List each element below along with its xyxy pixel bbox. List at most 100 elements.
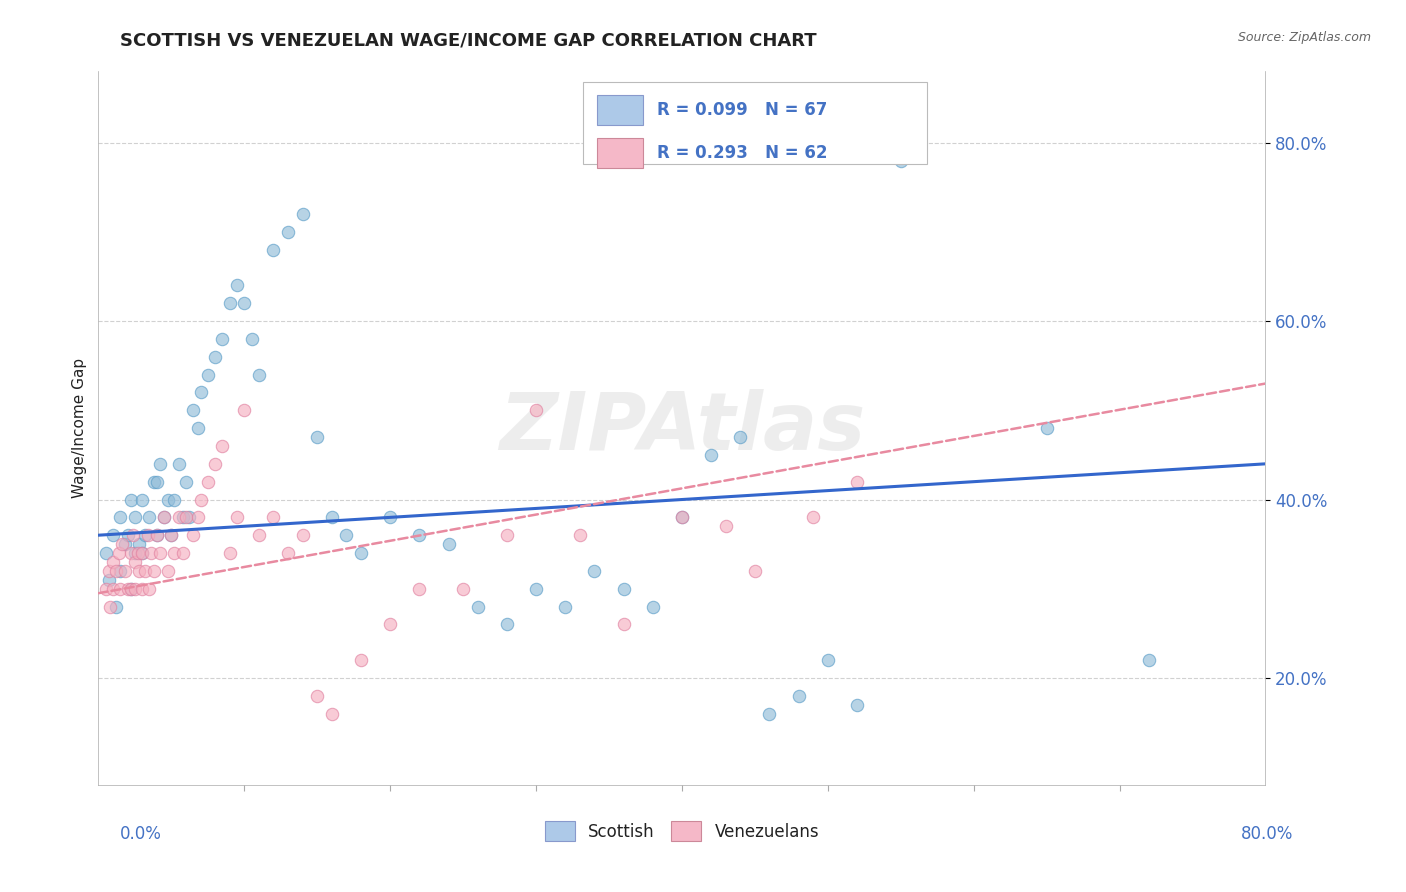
Point [524,403,547,417]
Point [97,573,120,587]
Point [247,528,270,542]
Point [122,528,145,542]
Point [101,555,124,569]
Point [120,492,142,507]
Point [204,350,226,364]
FancyBboxPatch shape [582,82,927,164]
Point [1137,653,1160,667]
Point [177,510,200,524]
Point [153,510,176,524]
Point [131,582,153,596]
Point [124,555,146,569]
Point [142,564,165,578]
Point [671,510,693,524]
Point [262,243,284,257]
Point [114,537,136,551]
Point [94,582,117,596]
Point [160,528,183,542]
Point [890,153,912,168]
Point [138,510,160,524]
Point [181,403,204,417]
Point [128,564,150,578]
Point [157,492,180,507]
Point [641,599,664,614]
FancyBboxPatch shape [596,95,644,125]
Point [524,582,547,596]
Point [744,564,766,578]
Point [146,528,169,542]
Point [120,582,142,596]
Point [846,475,869,489]
Point [408,582,430,596]
Point [131,492,153,507]
Point [101,528,124,542]
Point [187,421,209,435]
Point [190,385,212,400]
Text: 0.0%: 0.0% [120,825,162,843]
Point [226,278,249,293]
Point [142,475,165,489]
Point [111,537,134,551]
Point [817,653,839,667]
Point [110,510,132,524]
Legend: Scottish, Venezuelans: Scottish, Venezuelans [538,814,825,848]
Point [97,564,120,578]
Point [98,599,121,614]
Point [758,706,780,721]
Point [110,582,132,596]
Point [181,528,204,542]
Point [583,564,606,578]
Point [350,653,373,667]
Point [612,617,634,632]
Point [117,582,139,596]
Point [211,439,233,453]
Point [1035,421,1057,435]
Y-axis label: Wage/Income Gap: Wage/Income Gap [72,358,87,499]
Point [174,475,197,489]
Text: R = 0.293   N = 62: R = 0.293 N = 62 [658,144,828,161]
Point [247,368,270,382]
Point [233,296,256,310]
Point [172,510,194,524]
Point [167,510,190,524]
Text: ZIPAtlas: ZIPAtlas [499,389,865,467]
Point [700,448,723,462]
Point [167,457,190,471]
Point [321,510,343,524]
Point [172,546,194,560]
Point [134,564,156,578]
Point [124,546,146,560]
Point [671,510,693,524]
Point [730,430,752,444]
Point [149,546,172,560]
Point [380,510,402,524]
Point [128,537,150,551]
Point [120,582,142,596]
FancyBboxPatch shape [596,137,644,168]
Point [138,582,160,596]
Point [114,564,136,578]
Point [127,546,149,560]
Point [108,546,131,560]
Point [131,546,153,560]
Point [134,528,156,542]
Point [380,617,402,632]
Point [211,332,233,346]
Point [291,528,314,542]
Point [277,225,299,239]
Point [120,546,142,560]
Point [787,689,810,703]
Point [262,510,284,524]
Point [104,599,127,614]
Point [335,528,357,542]
Text: Source: ZipAtlas.com: Source: ZipAtlas.com [1237,31,1371,45]
Point [131,546,153,560]
Point [163,546,186,560]
Point [846,698,869,712]
Point [496,617,519,632]
Point [153,510,176,524]
Point [190,492,212,507]
Point [124,582,146,596]
Text: R = 0.099   N = 67: R = 0.099 N = 67 [658,101,828,119]
Point [101,582,124,596]
